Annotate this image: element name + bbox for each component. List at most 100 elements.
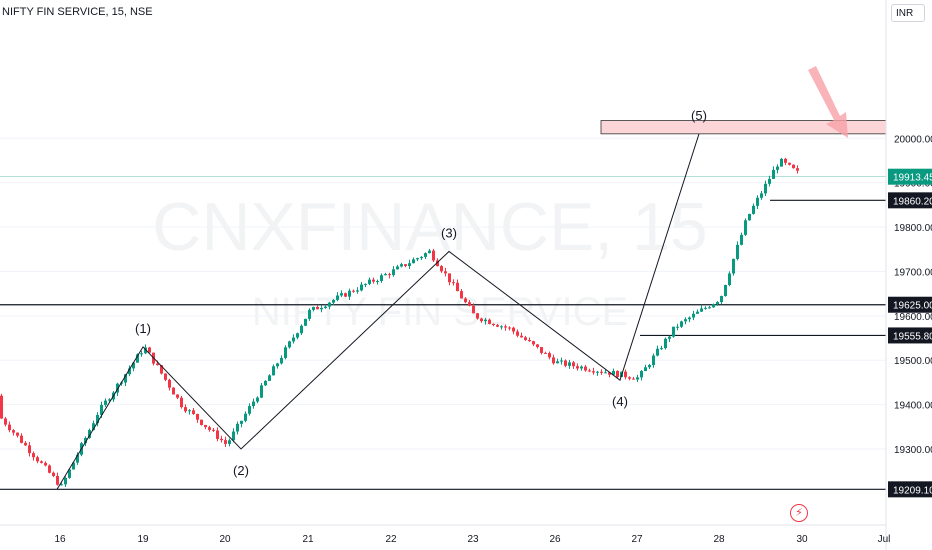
- candle-body: [176, 394, 179, 398]
- candle-body: [8, 424, 11, 431]
- candle-body: [184, 407, 187, 412]
- wave-path: [56, 133, 700, 490]
- candle-body: [368, 279, 371, 284]
- candle-body: [100, 404, 103, 415]
- x-tick-label: 21: [302, 534, 314, 545]
- candle-body: [644, 367, 647, 372]
- lightning-alert-icon[interactable]: ⚡: [790, 504, 808, 522]
- candle-body: [380, 275, 383, 281]
- currency-selector[interactable]: INR: [891, 4, 925, 22]
- candle-body: [572, 362, 575, 367]
- candle-body: [28, 445, 31, 454]
- candle-body: [332, 299, 335, 303]
- down-arrow-icon: [808, 66, 848, 138]
- candle-body: [48, 465, 51, 473]
- candle-body: [284, 347, 287, 358]
- wave-label: (4): [612, 394, 628, 409]
- x-tick-label: 26: [549, 534, 561, 545]
- level-label: 19209.10: [893, 485, 932, 496]
- candle-body: [692, 313, 695, 318]
- candle-body: [108, 399, 111, 401]
- candle-body: [408, 263, 411, 266]
- x-tick-label: 23: [467, 534, 479, 545]
- candle-body: [40, 461, 43, 463]
- y-tick-label: 20000.00: [894, 134, 932, 145]
- candle-body: [528, 340, 531, 342]
- candle-body: [4, 418, 7, 425]
- y-tick-label: 19400.00: [894, 401, 932, 412]
- candle-body: [520, 335, 523, 338]
- candle-body: [424, 253, 427, 257]
- candle-body: [236, 423, 239, 432]
- candle-body: [132, 362, 135, 369]
- candle-body: [348, 290, 351, 297]
- candle-body: [304, 318, 307, 326]
- candle-body: [536, 344, 539, 348]
- candle-body: [416, 258, 419, 260]
- price-grid: [0, 137, 886, 450]
- candle-body: [308, 309, 311, 319]
- candle-body: [76, 454, 79, 463]
- candle-body: [640, 371, 643, 378]
- last-price-label: 19913.45: [893, 173, 932, 184]
- candle-body: [228, 440, 231, 444]
- horizontal-levels: [0, 176, 886, 490]
- y-tick-label: 19500.00: [894, 356, 932, 367]
- candle-body: [392, 269, 395, 276]
- y-tick-label: 19800.00: [894, 223, 932, 234]
- candle-body: [560, 360, 563, 362]
- candle-body: [564, 360, 567, 366]
- candle-body: [472, 305, 475, 314]
- x-tick-label: 30: [796, 534, 808, 545]
- x-tick-label: 28: [713, 534, 725, 545]
- candle-body: [796, 168, 799, 171]
- candle-body: [568, 362, 571, 366]
- wave-label: (2): [233, 463, 249, 478]
- candle-body: [400, 264, 403, 267]
- candle-body: [276, 363, 279, 367]
- candle-body: [280, 357, 283, 364]
- level-tag: [888, 481, 932, 498]
- candle-body: [316, 306, 319, 310]
- candle-body: [452, 282, 455, 284]
- candle-body: [68, 469, 71, 478]
- candle-body: [232, 431, 235, 441]
- wave-label: (1): [135, 321, 151, 336]
- candle-body: [420, 256, 423, 259]
- candle-body: [784, 158, 787, 163]
- candles: [0, 157, 799, 488]
- candle-body: [64, 477, 67, 485]
- candle-body: [128, 368, 131, 375]
- candle-body: [404, 264, 407, 266]
- candle-body: [444, 271, 447, 274]
- candle-body: [336, 295, 339, 300]
- candle-body: [32, 453, 35, 458]
- candle-body: [684, 319, 687, 322]
- candle-body: [96, 414, 99, 424]
- candle-body: [60, 484, 63, 486]
- candle-body: [584, 366, 587, 371]
- candle-body: [36, 457, 39, 462]
- candle-body: [544, 352, 547, 354]
- y-tick-label: 19300.00: [894, 445, 932, 456]
- candle-body: [160, 365, 163, 374]
- candle-body: [592, 371, 595, 373]
- candle-body: [196, 413, 199, 420]
- candle-body: [300, 325, 303, 334]
- candle-body: [524, 337, 527, 341]
- candle-body: [600, 371, 603, 373]
- candle-body: [372, 279, 375, 282]
- candle-body: [180, 397, 183, 408]
- candle-body: [508, 327, 511, 329]
- candle-body: [712, 304, 715, 308]
- candle-body: [484, 319, 487, 322]
- y-tick-label: 19600.00: [894, 312, 932, 323]
- wave-label: (5): [691, 108, 707, 123]
- candle-body: [540, 347, 543, 353]
- level-label: 19555.80: [893, 331, 932, 342]
- candle-body: [460, 291, 463, 299]
- candle-body: [788, 162, 791, 165]
- candle-body: [668, 336, 671, 339]
- candle-body: [440, 266, 443, 272]
